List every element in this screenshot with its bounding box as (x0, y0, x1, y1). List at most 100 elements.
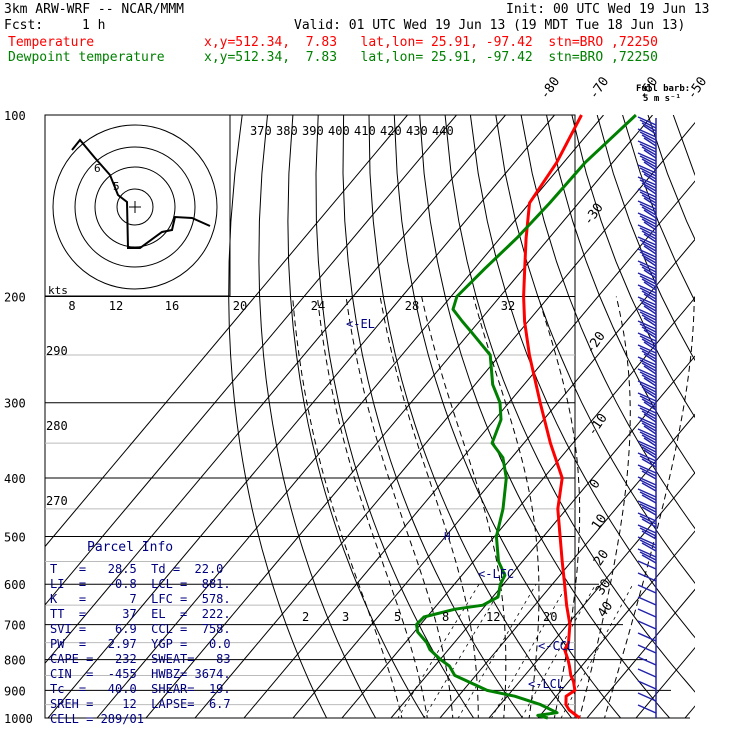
wind-barb (637, 140, 657, 159)
parcel-row: Tc = 40.0 SHEAR= 19. (50, 682, 231, 696)
h-marker: H (444, 530, 451, 543)
lfc-annotation: <-LFC (478, 567, 514, 581)
isotherm-label: 20 (591, 547, 612, 568)
wind-barb (637, 344, 657, 363)
theta-label: 440 (432, 124, 454, 138)
dry-adiabat (596, 115, 695, 362)
pressure-label: 400 (4, 472, 26, 486)
isotherm (390, 355, 695, 718)
moist-adiabat (379, 296, 479, 718)
theta-label: 420 (380, 124, 402, 138)
mixing-ratio-line (457, 583, 537, 718)
wind-barb (637, 476, 657, 492)
wind-barb (637, 224, 657, 243)
wind-barb (637, 512, 657, 528)
wind-barb (637, 380, 657, 399)
pressure-label: 500 (4, 530, 26, 544)
ccl-annotation: <-CCL (538, 639, 574, 653)
isotherm-label: -30 (581, 201, 607, 229)
wind-barb (637, 632, 657, 642)
sounding-curves (415, 113, 637, 720)
mixing-ratio-line (491, 584, 568, 718)
parcel-row: CIN = -455 HWBZ= 3674. (50, 667, 231, 681)
wind-barb (637, 356, 657, 375)
hodograph-ring-label: 16 (165, 299, 179, 313)
theta-label: 290 (46, 344, 68, 358)
wind-barb (637, 548, 657, 564)
dry-adiabat (419, 115, 671, 718)
wind-barb (637, 236, 657, 255)
hodograph-ring-label: 32 (501, 299, 515, 313)
pressure-label: 900 (4, 684, 26, 698)
dry-adiabat (520, 115, 695, 530)
dry-adiabat (495, 115, 695, 584)
barb-legend-2: 5 m s⁻¹ (643, 94, 681, 104)
pressure-label: 300 (4, 397, 26, 411)
wind-barb (637, 320, 657, 339)
parcel-row: SREH = 12 LAPSE= 6.7 (50, 697, 231, 711)
wind-barb (637, 452, 657, 468)
wind-barb (637, 644, 657, 654)
mixing-ratio-label: 2 (302, 610, 309, 624)
wind-barb (637, 176, 657, 195)
isotherm-label: 10 (589, 512, 610, 533)
dry-adiabat (368, 115, 573, 718)
wind-barb (637, 428, 657, 447)
wind-barb (637, 440, 657, 459)
dry-adiabat (393, 115, 622, 718)
temperature-legend: Temperature (8, 35, 95, 50)
mixing-ratio-line (423, 583, 504, 718)
dry-adiabat (315, 115, 475, 718)
wind-barb (637, 200, 657, 219)
dewpoint-curve (415, 113, 637, 720)
wind-barb (637, 404, 657, 423)
fcst-label: Fcst: (4, 18, 44, 33)
pressure-label: 200 (4, 291, 26, 305)
wind-barb (637, 152, 657, 171)
hodograph-ring (116, 188, 154, 226)
dry-adiabat (672, 115, 695, 177)
isotherm (341, 296, 695, 718)
wind-barb (637, 524, 657, 540)
mixing-ratio-label: 12 (486, 610, 500, 624)
lcl-annotation: <-LCL (528, 677, 564, 691)
init-time: Init: 00 UTC Wed 19 Jun 13 (506, 2, 710, 17)
isotherm-label: -10 (585, 411, 611, 439)
parcel-info-title: Parcel Info (87, 540, 174, 555)
parcel-row: TT = 37 EL = 222. (50, 607, 231, 621)
parcel-row: CELL = 289/01 (50, 712, 144, 726)
hodograph-ring (52, 124, 218, 290)
mixing-ratio-label: 3 (342, 610, 349, 624)
dry-adiabat (342, 115, 524, 718)
wind-barb (637, 308, 657, 327)
pressure-label: 100 (4, 109, 26, 123)
wind-barb (637, 608, 657, 618)
isotherm (488, 471, 695, 718)
wind-barb (637, 248, 657, 267)
hodograph-trace (71, 138, 211, 249)
isotherm (45, 115, 408, 548)
pressure-label: 600 (4, 578, 26, 592)
wind-barb (637, 128, 657, 147)
isotherm (439, 413, 695, 718)
mixing-ratio-line (560, 584, 634, 718)
hodograph-ring-label: 24 (311, 299, 325, 313)
wind-barb (637, 692, 657, 702)
wind-barb (637, 596, 657, 606)
wind-barb (637, 392, 657, 411)
theta-label: 390 (302, 124, 324, 138)
parcel-row: SVI = 6.9 CCL = 758. (50, 622, 231, 636)
hodograph-ring-label: 6 (94, 162, 101, 175)
theta-label: 380 (276, 124, 298, 138)
dry-adiabat (287, 115, 426, 718)
hodograph-ring-label: 12 (109, 299, 123, 313)
dry-adiabat (724, 115, 740, 731)
hodograph-ring-label: 28 (405, 299, 419, 313)
mixing-ratio-line (397, 583, 480, 718)
wind-barb (637, 188, 657, 207)
wind-barb (637, 332, 657, 351)
dry-adiabat (228, 115, 328, 718)
isotherm (145, 115, 653, 718)
moist-adiabat (603, 296, 695, 718)
wind-barb (637, 656, 657, 666)
